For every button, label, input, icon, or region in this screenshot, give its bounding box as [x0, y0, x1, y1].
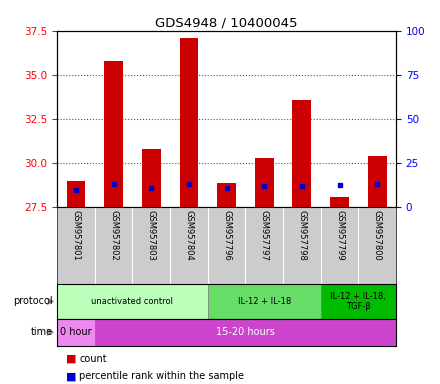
Text: GSM957799: GSM957799 — [335, 210, 344, 260]
Text: protocol: protocol — [13, 296, 53, 306]
Text: GSM957803: GSM957803 — [147, 210, 156, 260]
Text: ■: ■ — [66, 354, 77, 364]
Text: 15-20 hours: 15-20 hours — [216, 327, 275, 337]
Bar — [57, 284, 208, 319]
Bar — [66, 181, 85, 207]
Text: time: time — [31, 327, 53, 337]
Bar — [330, 197, 349, 207]
Bar — [142, 149, 161, 207]
Bar — [321, 284, 396, 319]
Text: IL-12 + IL-18: IL-12 + IL-18 — [238, 297, 291, 306]
Bar — [180, 38, 198, 207]
Bar — [57, 319, 95, 346]
Text: 0 hour: 0 hour — [60, 327, 92, 337]
Bar — [255, 158, 274, 207]
Text: IL-12 + IL-18,
TGF-β: IL-12 + IL-18, TGF-β — [330, 292, 386, 311]
Text: unactivated control: unactivated control — [92, 297, 173, 306]
Text: GSM957802: GSM957802 — [109, 210, 118, 260]
Text: GSM957804: GSM957804 — [184, 210, 194, 260]
Bar — [217, 183, 236, 207]
Text: GSM957796: GSM957796 — [222, 210, 231, 260]
Text: GSM957800: GSM957800 — [373, 210, 381, 260]
Text: GSM957798: GSM957798 — [297, 210, 306, 260]
Text: GSM957797: GSM957797 — [260, 210, 269, 260]
Bar — [368, 156, 387, 207]
Bar — [104, 61, 123, 207]
Text: count: count — [79, 354, 107, 364]
Title: GDS4948 / 10400045: GDS4948 / 10400045 — [155, 17, 298, 30]
Text: ■: ■ — [66, 371, 77, 381]
Bar — [95, 319, 396, 346]
Text: percentile rank within the sample: percentile rank within the sample — [79, 371, 244, 381]
Text: GSM957801: GSM957801 — [72, 210, 81, 260]
Bar — [208, 284, 321, 319]
Bar — [293, 99, 312, 207]
